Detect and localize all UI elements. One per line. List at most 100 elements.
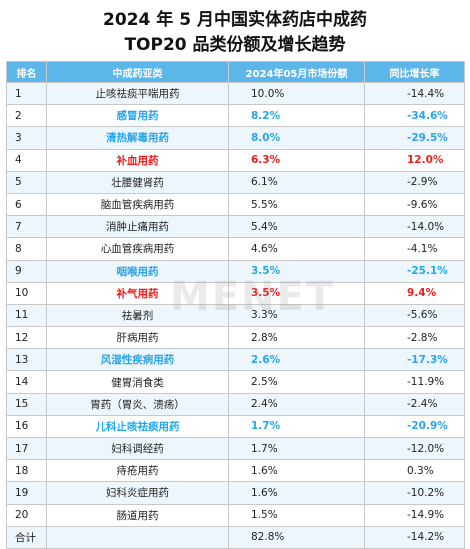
cell-share: 1.6% xyxy=(228,481,365,505)
cell-share: 2.4% xyxy=(228,392,365,416)
table-row: 17 妇科调经药 1.7% -12.0% xyxy=(6,436,465,461)
cell-rank: 16 xyxy=(6,414,47,439)
cell-share: 2.8% xyxy=(228,326,365,350)
table-row: 19 妇科炎症用药 1.6% -10.2% xyxy=(6,481,465,505)
cell-share: 2.6% xyxy=(228,348,365,372)
cell-share: 6.1% xyxy=(228,170,365,194)
page-title: 2024 年 5 月中国实体药店中成药 xyxy=(103,10,367,30)
cell-growth: 0.3% xyxy=(364,459,465,483)
cell-share: 2.5% xyxy=(228,370,365,394)
cell-share: 3.5% xyxy=(228,259,365,283)
cell-rank: 3 xyxy=(6,126,47,150)
cell-category: 胃药（胃炎、溃疡） xyxy=(46,392,229,416)
cell-rank: 6 xyxy=(6,192,47,217)
cell-share: 8.2% xyxy=(228,104,365,128)
cell-rank: 2 xyxy=(6,104,47,128)
cell-growth: 12.0% xyxy=(364,148,465,172)
cell-rank: 8 xyxy=(6,237,47,261)
cell-rank: 5 xyxy=(6,170,47,194)
cell-category: 风湿性疾病用药 xyxy=(46,348,229,372)
cell-rank: 9 xyxy=(6,259,47,283)
cell-rank: 10 xyxy=(6,281,47,305)
cell-growth: -2.4% xyxy=(364,392,465,416)
column-header-rank: 排名 xyxy=(6,61,47,83)
table-row: 15 胃药（胃炎、溃疡） 2.4% -2.4% xyxy=(6,392,465,416)
cell-share: 4.6% xyxy=(228,237,365,261)
cell-category: 心血管疾病用药 xyxy=(46,237,229,261)
cell-growth: -14.2% xyxy=(364,525,465,549)
cell-category: 肝病用药 xyxy=(46,326,229,350)
cell-growth: -34.6% xyxy=(364,104,465,128)
column-header-category: 中成药亚类 xyxy=(46,61,229,83)
table-row: 12 肝病用药 2.8% -2.8% xyxy=(6,326,465,350)
cell-share: 82.8% xyxy=(228,525,365,549)
cell-category: 补血用药 xyxy=(46,148,229,172)
cell-share: 3.5% xyxy=(228,281,365,305)
table-row: 8 心血管疾病用药 4.6% -4.1% xyxy=(6,237,465,261)
table-row: 18 痔疮用药 1.6% 0.3% xyxy=(6,459,465,483)
cell-category: 止咳祛痰平喘用药 xyxy=(46,81,229,106)
table-row: 1 止咳祛痰平喘用药 10.0% -14.4% xyxy=(6,81,465,106)
cell-share: 6.3% xyxy=(228,148,365,172)
table-row: 14 健胃消食类 2.5% -11.9% xyxy=(6,370,465,394)
cell-category: 补气用药 xyxy=(46,281,229,305)
share-table: 排名 中成药亚类 2024年05月市场份额 同比增长率 1 止咳祛痰平喘用药 10.… xyxy=(6,61,465,549)
cell-category: 感冒用药 xyxy=(46,104,229,128)
cell-category: 咽喉用药 xyxy=(46,259,229,283)
cell-category xyxy=(46,525,229,549)
cell-rank: 合计 xyxy=(6,525,47,549)
table-row: 5 壮腰健肾药 6.1% -2.9% xyxy=(6,170,465,194)
cell-share: 5.5% xyxy=(228,192,365,217)
cell-share: 5.4% xyxy=(228,215,365,239)
cell-category: 消肿止痛用药 xyxy=(46,215,229,239)
cell-growth: -9.6% xyxy=(364,192,465,217)
cell-growth: -4.1% xyxy=(364,237,465,261)
cell-share: 3.3% xyxy=(228,303,365,328)
cell-category: 肠道用药 xyxy=(46,503,229,527)
cell-rank: 1 xyxy=(6,81,47,106)
cell-growth: -14.0% xyxy=(364,215,465,239)
table-header-row: 排名 中成药亚类 2024年05月市场份额 同比增长率 xyxy=(6,61,465,83)
cell-growth: -25.1% xyxy=(364,259,465,283)
table-row: 合计 82.8% -14.2% xyxy=(6,525,465,549)
table-row: 2 感冒用药 8.2% -34.6% xyxy=(6,104,465,128)
cell-rank: 20 xyxy=(6,503,47,527)
cell-growth: -14.9% xyxy=(364,503,465,527)
cell-category: 健胃消食类 xyxy=(46,370,229,394)
cell-growth: -29.5% xyxy=(364,126,465,150)
page-subtitle: TOP20 品类份额及增长趋势 xyxy=(124,35,346,55)
cell-rank: 19 xyxy=(6,481,47,505)
cell-growth: -14.4% xyxy=(364,81,465,106)
cell-rank: 12 xyxy=(6,326,47,350)
cell-share: 8.0% xyxy=(228,126,365,150)
column-header-share: 2024年05月市场份额 xyxy=(228,61,365,83)
cell-growth: -2.9% xyxy=(364,170,465,194)
cell-rank: 7 xyxy=(6,215,47,239)
cell-growth: -12.0% xyxy=(364,436,465,461)
cell-growth: -10.2% xyxy=(364,481,465,505)
table-row: 10 补气用药 3.5% 9.4% xyxy=(6,281,465,305)
cell-share: 10.0% xyxy=(228,81,365,106)
cell-category: 妇科调经药 xyxy=(46,436,229,461)
table-row: 9 咽喉用药 3.5% -25.1% xyxy=(6,259,465,283)
cell-category: 清热解毒用药 xyxy=(46,126,229,150)
cell-rank: 13 xyxy=(6,348,47,372)
table-row: 16 儿科止咳祛痰用药 1.7% -20.9% xyxy=(6,414,465,439)
table-row: 11 祛暑剂 3.3% -5.6% xyxy=(6,303,465,328)
cell-share: 1.7% xyxy=(228,436,365,461)
cell-category: 脑血管疾病用药 xyxy=(46,192,229,217)
table-row: 13 风湿性疾病用药 2.6% -17.3% xyxy=(6,348,465,372)
table-row: 7 消肿止痛用药 5.4% -14.0% xyxy=(6,215,465,239)
table-row: 6 脑血管疾病用药 5.5% -9.6% xyxy=(6,192,465,217)
cell-category: 儿科止咳祛痰用药 xyxy=(46,414,229,439)
table-row: 3 清热解毒用药 8.0% -29.5% xyxy=(6,126,465,150)
cell-rank: 14 xyxy=(6,370,47,394)
cell-share: 1.5% xyxy=(228,503,365,527)
cell-growth: -17.3% xyxy=(364,348,465,372)
cell-category: 壮腰健肾药 xyxy=(46,170,229,194)
cell-growth: 9.4% xyxy=(364,281,465,305)
cell-category: 妇科炎症用药 xyxy=(46,481,229,505)
cell-category: 痔疮用药 xyxy=(46,459,229,483)
table-body: 1 止咳祛痰平喘用药 10.0% -14.4% 2 感冒用药 8.2% -34.6% 3 清热解毒… xyxy=(6,81,465,549)
cell-category: 祛暑剂 xyxy=(46,303,229,328)
